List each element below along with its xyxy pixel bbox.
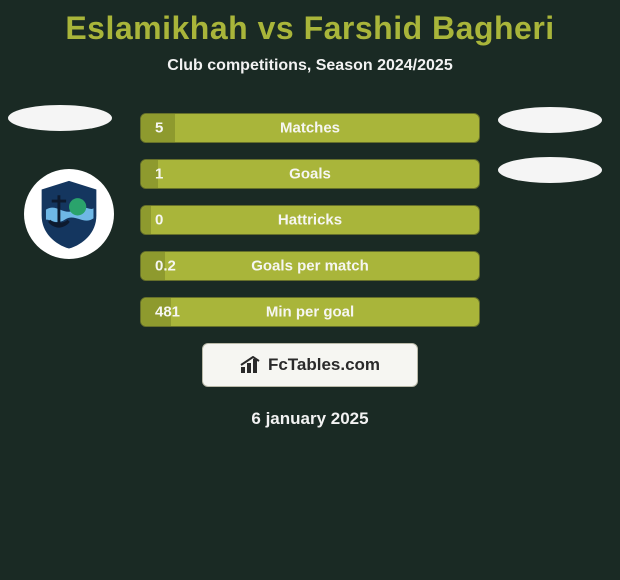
content-area: 5 Matches 1 Goals 0 Hattricks 0.2 Goals per mat… xyxy=(0,113,620,429)
subtitle: Club competitions, Season 2024/2025 xyxy=(0,57,620,75)
crest-icon xyxy=(33,178,105,250)
stat-row: 481 Min per goal xyxy=(140,297,480,327)
stat-row: 0.2 Goals per match xyxy=(140,251,480,281)
stat-row: 5 Matches xyxy=(140,113,480,143)
stat-value: 5 xyxy=(155,120,163,137)
stat-row: 1 Goals xyxy=(140,159,480,189)
club-crest xyxy=(24,169,114,259)
page-title: Eslamikhah vs Farshid Bagheri xyxy=(0,0,620,47)
comparison-card: Eslamikhah vs Farshid Bagheri Club compe… xyxy=(0,0,620,580)
date-text: 6 january 2025 xyxy=(0,409,620,429)
right-pill-1 xyxy=(498,107,602,133)
brand-badge: FcTables.com xyxy=(202,343,418,387)
stat-label: Min per goal xyxy=(266,304,354,321)
stat-bars: 5 Matches 1 Goals 0 Hattricks 0.2 Goals per mat… xyxy=(140,113,480,327)
stat-value: 1 xyxy=(155,166,163,183)
stat-value: 0 xyxy=(155,212,163,229)
stat-label: Goals per match xyxy=(251,258,369,275)
stat-label: Goals xyxy=(289,166,331,183)
stat-value: 0.2 xyxy=(155,258,176,275)
bars-icon xyxy=(240,356,264,374)
stat-row: 0 Hattricks xyxy=(140,205,480,235)
stat-label: Matches xyxy=(280,120,340,137)
stat-value: 481 xyxy=(155,304,180,321)
left-pill xyxy=(8,105,112,131)
brand-text: FcTables.com xyxy=(268,355,380,375)
stat-label: Hattricks xyxy=(278,212,342,229)
right-pill-2 xyxy=(498,157,602,183)
stat-fill xyxy=(141,206,151,234)
